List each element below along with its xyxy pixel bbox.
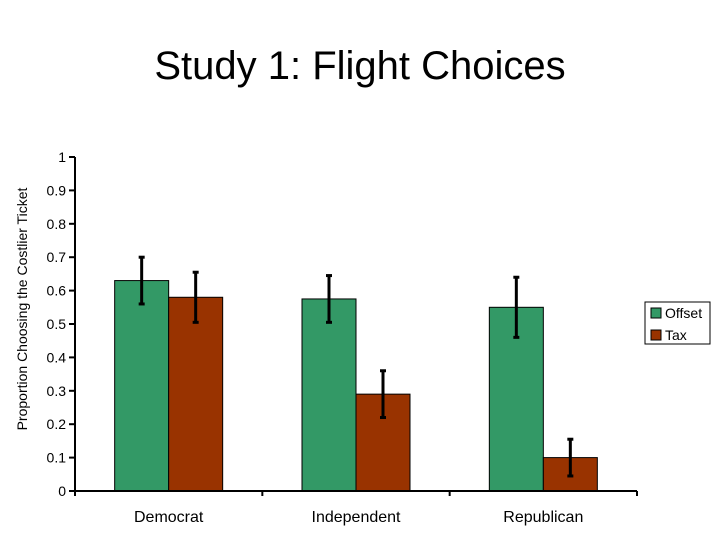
bar-offset-democrat [114, 280, 170, 492]
legend-label-tax: Tax [665, 327, 687, 343]
legend-swatch-tax [650, 329, 662, 341]
y-tick-label: 0.4 [47, 349, 67, 365]
chart-title: Study 1: Flight Choices [154, 44, 566, 88]
y-tick-label: 1 [58, 149, 66, 165]
y-tick-label: 0.7 [47, 249, 67, 265]
bar-tax-democrat [168, 296, 224, 492]
x-category-label: Republican [503, 509, 583, 526]
x-category-label: Democrat [134, 509, 204, 526]
y-tick-label: 0.1 [47, 450, 67, 466]
y-tick-label: 0.5 [47, 316, 67, 332]
bar-offset-independent [301, 298, 357, 492]
y-tick-label: 0.9 [47, 182, 67, 198]
legend-swatch-offset [650, 307, 662, 319]
y-tick-label: 0.6 [47, 283, 67, 299]
y-tick-label: 0.3 [47, 383, 67, 399]
y-tick-label: 0 [58, 483, 66, 499]
legend-label-offset: Offset [665, 305, 702, 321]
bar-offset-republican [488, 306, 544, 492]
y-tick-label: 0.8 [47, 216, 67, 232]
y-tick-label: 0.2 [47, 416, 67, 432]
x-category-label: Independent [312, 509, 402, 526]
